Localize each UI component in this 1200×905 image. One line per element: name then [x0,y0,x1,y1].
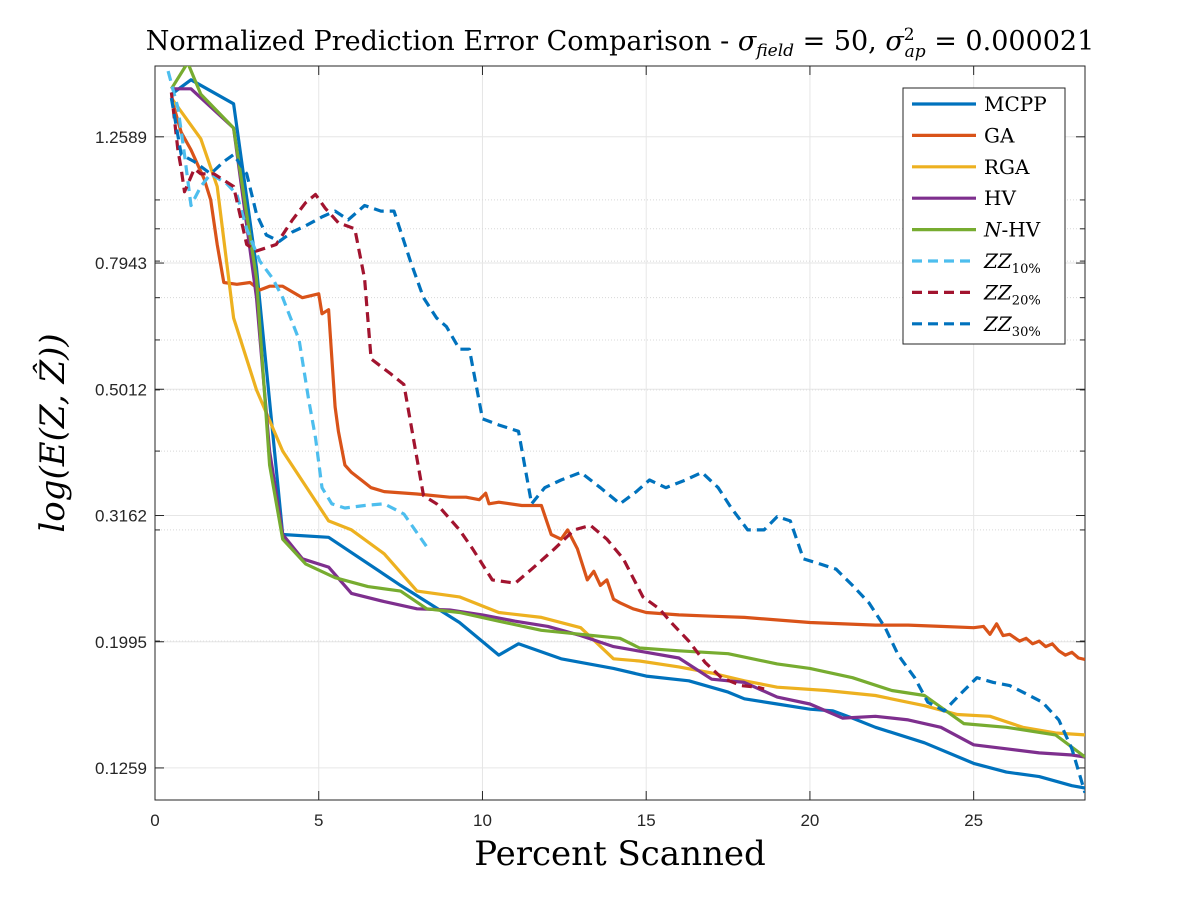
x-tick-label: 0 [150,811,159,830]
legend-label: N-HV [983,218,1041,242]
y-tick-label: 0.3162 [95,507,147,526]
axis-ticks: 0 5 10 15 20 25 0.1259 0.1995 0.3162 0.5012 0.7943… [95,66,1085,830]
legend-label: MCPP [984,92,1047,116]
y-tick-label: 0.5012 [95,380,147,399]
y-tick-label: 0.1259 [95,759,147,778]
chart-title: Normalized Prediction Error Comparison -… [146,25,1095,62]
legend: MCPP GA RGA HV N-HV ZZ10% ZZ20% ZZ30% [902,87,1066,345]
legend-label: GA [984,123,1015,147]
legend-label: ZZ10% [983,249,1041,277]
y-tick-label: 1.2589 [95,128,147,147]
series-line-7 [169,92,765,691]
series-line-8 [169,97,1085,794]
legend-label: ZZ20% [983,280,1041,308]
y-axis-label: log(E(Z, Ẑ)) [32,333,73,532]
legend-label: RGA [984,155,1030,179]
x-tick-label: 10 [473,811,492,830]
plot-frame [154,65,1086,801]
x-tick-label: 5 [314,811,323,830]
series-line-5 [170,66,1085,759]
y-tick-label: 0.1995 [95,633,147,652]
x-tick-label: 25 [964,811,983,830]
x-tick-label: 15 [637,811,656,830]
series-line-2 [169,97,1085,662]
series-line-4 [171,87,1085,759]
x-tick-label: 20 [800,811,819,830]
legend-items: MCPP GA RGA HV N-HV ZZ10% ZZ20% ZZ30% [912,92,1047,340]
series-lines [166,66,1085,794]
series-line-6 [166,70,429,548]
legend-label: ZZ30% [983,312,1041,340]
legend-label: HV [984,186,1016,210]
legend-box [902,87,1066,345]
y-tick-label: 0.7943 [95,254,147,273]
series-line-1 [170,78,1085,790]
x-axis-label: Percent Scanned [474,834,766,874]
